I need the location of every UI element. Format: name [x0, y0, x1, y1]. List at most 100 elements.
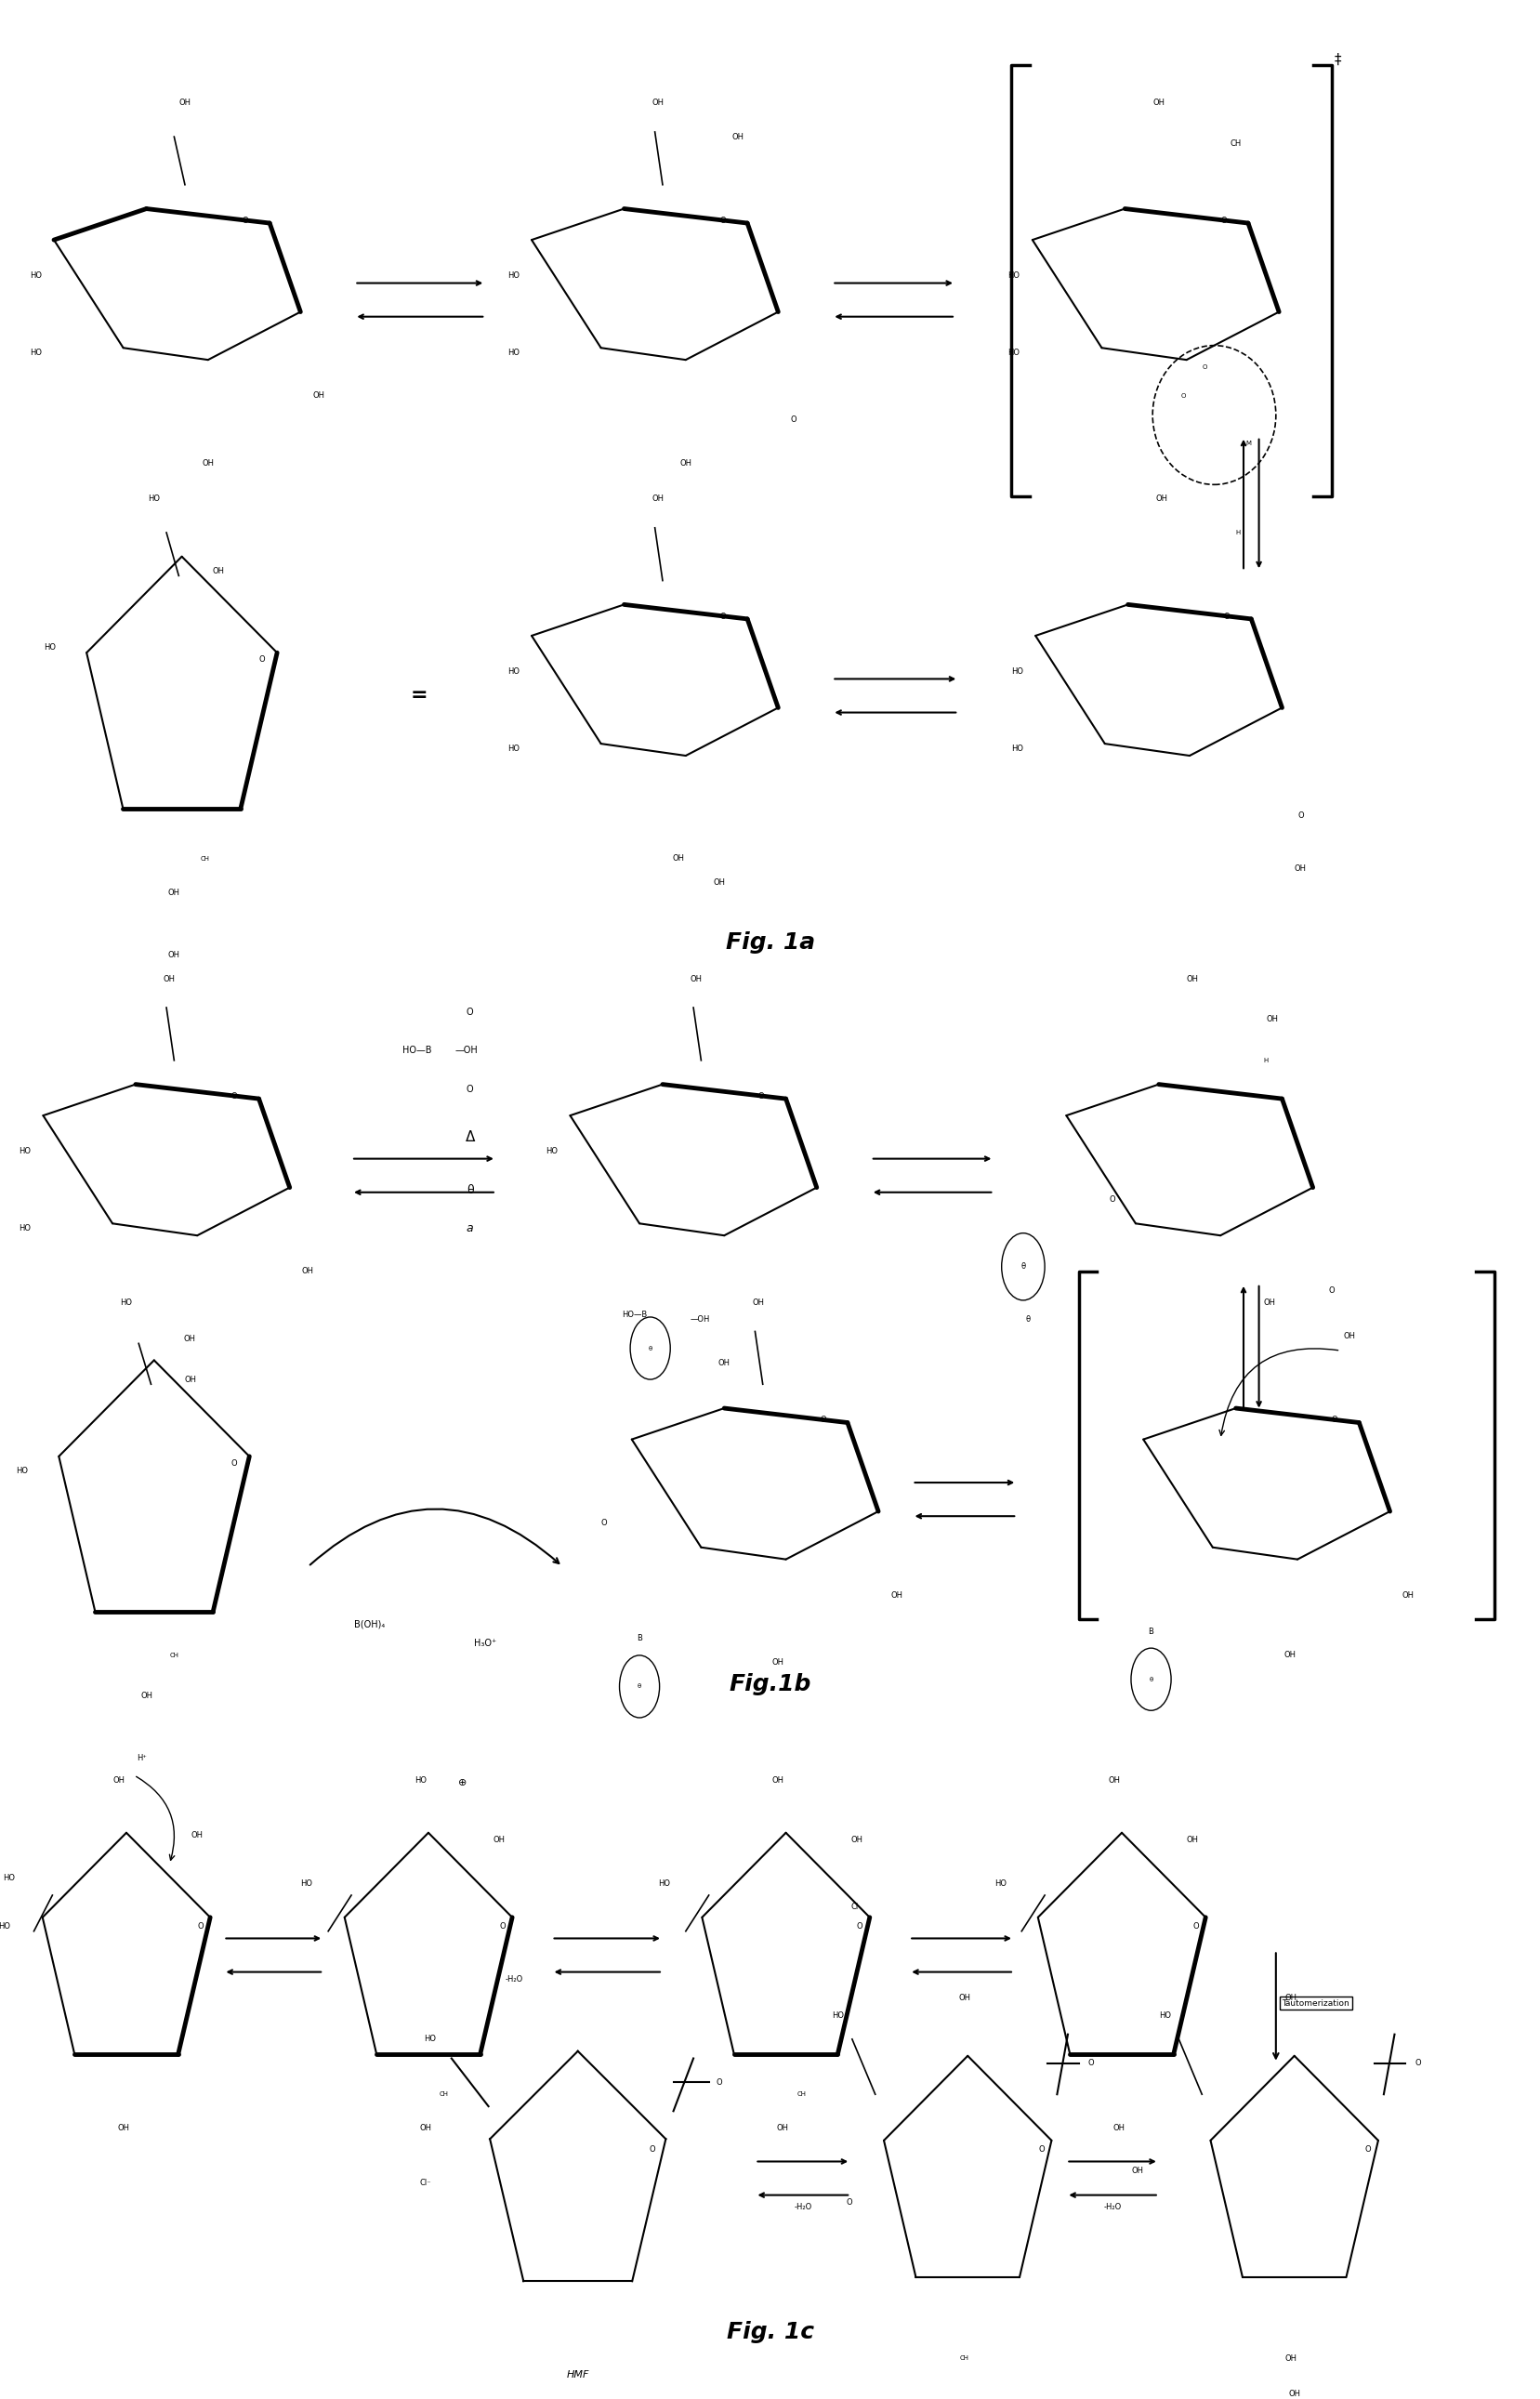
Text: O: O — [467, 1008, 473, 1017]
Text: O: O — [790, 415, 796, 425]
Text: OH: OH — [731, 132, 744, 142]
Text: OH: OH — [202, 458, 214, 468]
Text: OH: OH — [651, 98, 664, 108]
Text: OH: OH — [651, 494, 664, 504]
Text: HO: HO — [148, 494, 160, 504]
Text: O: O — [1038, 2145, 1044, 2154]
Text: θ: θ — [1019, 1262, 1026, 1271]
Text: OH: OH — [1130, 2166, 1143, 2176]
Text: OH: OH — [163, 974, 176, 984]
Text: OH: OH — [185, 1375, 197, 1384]
Text: O: O — [1192, 1922, 1198, 1931]
Text: O: O — [719, 612, 725, 621]
Text: HMF: HMF — [567, 2370, 588, 2380]
Text: OH: OH — [890, 1591, 902, 1600]
Text: OH: OH — [213, 566, 225, 576]
Text: ‡: ‡ — [1334, 53, 1340, 67]
Text: HO: HO — [18, 1223, 31, 1233]
Text: OH: OH — [776, 2123, 788, 2133]
Text: O: O — [1364, 2145, 1371, 2154]
Text: O: O — [845, 2197, 852, 2207]
Text: HO: HO — [1007, 271, 1019, 281]
Text: HO: HO — [120, 1298, 132, 1307]
Text: HO: HO — [29, 271, 42, 281]
Text: O: O — [1087, 2058, 1093, 2068]
Text: OH: OH — [679, 458, 691, 468]
Text: OH: OH — [179, 98, 191, 108]
Text: HO: HO — [1007, 348, 1019, 357]
Text: HO: HO — [545, 1147, 557, 1156]
Text: O: O — [197, 1922, 203, 1931]
Text: HO: HO — [507, 667, 519, 677]
Text: OH: OH — [1283, 1651, 1295, 1660]
Text: θ: θ — [648, 1346, 651, 1351]
Text: -H₂O: -H₂O — [793, 2202, 812, 2212]
Text: OH: OH — [1155, 494, 1167, 504]
Text: O: O — [856, 1922, 862, 1931]
Text: HO: HO — [507, 271, 519, 281]
Text: Cl: Cl — [850, 1902, 858, 1912]
Text: HO: HO — [43, 643, 55, 653]
Text: -H₂O: -H₂O — [505, 1974, 524, 1984]
Text: HO: HO — [1010, 667, 1023, 677]
Text: O: O — [1223, 612, 1229, 621]
Text: θ: θ — [1149, 1677, 1152, 1682]
Text: O: O — [242, 216, 248, 226]
Text: OH: OH — [1112, 2123, 1124, 2133]
Text: O: O — [1220, 216, 1226, 226]
Text: H⁺: H⁺ — [137, 1754, 146, 1763]
Text: OH: OH — [690, 974, 702, 984]
Text: O: O — [1414, 2058, 1420, 2068]
Text: O: O — [716, 2078, 722, 2087]
Text: OH: OH — [752, 1298, 764, 1307]
Text: O: O — [231, 1459, 237, 1468]
Text: B: B — [636, 1634, 642, 1643]
Text: OH: OH — [1287, 2389, 1300, 2399]
Text: —OH: —OH — [454, 1046, 477, 1056]
Text: HO: HO — [507, 348, 519, 357]
Text: OH: OH — [718, 1358, 730, 1367]
Text: HO: HO — [29, 348, 42, 357]
Text: OH: OH — [191, 1830, 203, 1840]
Text: OH: OH — [958, 1994, 970, 2003]
Text: O: O — [1327, 1286, 1334, 1295]
Text: H: H — [1263, 1058, 1267, 1063]
Text: CH: CH — [959, 2356, 969, 2361]
Text: OH: OH — [1401, 1591, 1414, 1600]
Text: OH: OH — [117, 2123, 129, 2133]
Text: θ: θ — [1024, 1315, 1030, 1324]
Text: CH: CH — [200, 856, 209, 861]
Text: CH: CH — [1229, 139, 1240, 149]
Text: OH: OH — [772, 1658, 784, 1667]
Text: O: O — [1331, 1415, 1337, 1425]
Text: θ: θ — [467, 1183, 473, 1197]
Text: HO: HO — [424, 2034, 436, 2044]
Text: OH: OH — [1284, 1994, 1297, 2003]
Text: OH: OH — [140, 1691, 152, 1701]
Text: HO: HO — [18, 1147, 31, 1156]
Text: HO: HO — [1158, 2010, 1170, 2020]
Text: OH: OH — [183, 1334, 196, 1343]
Text: OH: OH — [1152, 98, 1164, 108]
Text: HO—B: HO—B — [622, 1310, 647, 1319]
Text: CH: CH — [439, 2092, 448, 2097]
Text: OH: OH — [168, 888, 180, 897]
Text: OH: OH — [1343, 1331, 1355, 1341]
Text: —OH: —OH — [690, 1315, 710, 1324]
Text: O: O — [259, 655, 265, 665]
Text: OH: OH — [1266, 1015, 1278, 1024]
Text: CH: CH — [169, 1653, 179, 1658]
Text: θ: θ — [638, 1684, 641, 1689]
Text: HO—B: HO—B — [402, 1046, 431, 1056]
Text: HO: HO — [658, 1878, 670, 1888]
Text: HO: HO — [832, 2010, 844, 2020]
Text: OH: OH — [1294, 864, 1306, 873]
Text: HO: HO — [0, 1922, 11, 1931]
Text: HO: HO — [3, 1874, 15, 1883]
Text: O: O — [601, 1519, 607, 1528]
Text: HO: HO — [414, 1775, 427, 1785]
Text: OH: OH — [713, 878, 725, 888]
Text: B: B — [1147, 1627, 1153, 1636]
Text: Δ: Δ — [465, 1130, 474, 1144]
Text: OH: OH — [1186, 974, 1198, 984]
